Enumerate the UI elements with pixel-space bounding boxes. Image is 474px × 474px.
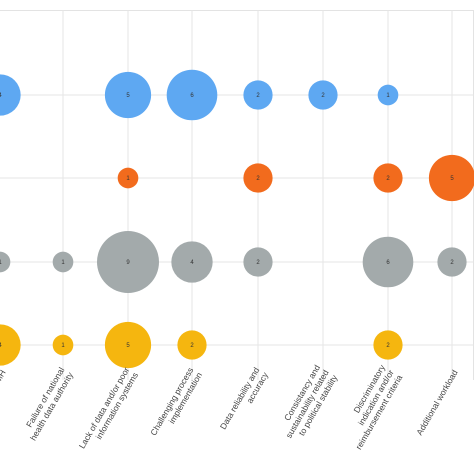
category-label: Lack of data and/or poorinformation syst… [77, 365, 140, 455]
bubble [377, 84, 399, 106]
category-label: Additional workload [414, 368, 460, 437]
bubble [428, 154, 474, 202]
category-label: kload for MH [0, 368, 8, 415]
bubble-value-label: 6 [386, 260, 390, 266]
bubble-value-label: 9 [126, 260, 130, 266]
bubble [243, 80, 273, 110]
category-labels: kload for MH Failure of nationalhealth da… [0, 362, 460, 455]
category-label: Consistancy andsustainability relatedto … [275, 362, 340, 444]
category-label: Data reliability andaccuracy [218, 365, 271, 436]
bubble-value-label: 1 [61, 260, 65, 266]
category-label-line: Additional workload [414, 368, 460, 437]
category-label: Discriminatoryindication and/orreimburse… [336, 362, 405, 451]
bubble-value-label: 5 [126, 93, 130, 99]
bubble-value-label: 4 [0, 93, 2, 99]
category-label-line: kload for MH [0, 368, 8, 415]
bubble [171, 241, 213, 283]
bubble-value-label: 1 [386, 93, 390, 99]
bubble [362, 236, 414, 288]
bubble-value-label: 2 [256, 260, 260, 266]
bubble [166, 69, 218, 121]
bubble-value-label: 4 [0, 343, 2, 349]
bubble [243, 247, 273, 277]
bubbles-layer: 4 5 6 2 2 1 1 2 2 5 1 1 9 4 2 6 2 4 1 5 2 2 [0, 69, 474, 369]
bubble-value-label: 1 [0, 260, 2, 266]
bubble [104, 321, 152, 369]
bubble [373, 163, 403, 193]
bubble [177, 330, 207, 360]
bubble-value-label: 2 [450, 260, 454, 266]
bubble [117, 167, 139, 189]
bubble-value-label: 2 [386, 343, 390, 349]
bubble [308, 80, 338, 110]
bubble-value-label: 2 [321, 93, 325, 99]
bubble-value-label: 1 [126, 176, 130, 182]
bubble [0, 251, 11, 273]
category-label: Challenging processimplementation [148, 365, 204, 442]
bubble [0, 324, 21, 366]
bubble-value-label: 4 [190, 260, 194, 266]
bubble [97, 231, 159, 293]
bubble [0, 74, 21, 116]
bubble-value-label: 2 [190, 343, 194, 349]
bubble-value-label: 2 [386, 176, 390, 182]
grid-lines [0, 10, 474, 380]
bubble [52, 251, 74, 273]
bubble [373, 330, 403, 360]
bubble-value-label: 1 [61, 343, 65, 349]
bubble-value-label: 6 [190, 93, 194, 99]
bubble [104, 71, 152, 119]
bubble [243, 163, 273, 193]
category-label: Failure of nationalhealth data authority [19, 365, 75, 442]
bubble-value-label: 5 [126, 343, 130, 349]
bubble-value-label: 2 [256, 93, 260, 99]
bubble [437, 247, 467, 277]
bubble-value-label: 5 [450, 176, 454, 182]
bubble [52, 334, 74, 356]
bubble-value-label: 2 [256, 176, 260, 182]
